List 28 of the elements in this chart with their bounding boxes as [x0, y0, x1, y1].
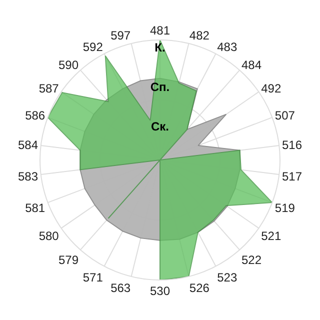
- spoke-label: 587: [38, 81, 60, 96]
- spoke-label: 571: [82, 270, 104, 284]
- spoke-label: 517: [282, 169, 302, 184]
- text: Ск.: [150, 120, 170, 134]
- spoke-label: 584: [18, 138, 38, 152]
- spoke-label: 521: [261, 229, 282, 244]
- spoke-label: 563: [110, 280, 131, 295]
- spoke-label: 492: [261, 81, 282, 96]
- spoke-label: 586: [25, 108, 46, 122]
- spoke-label: 483: [217, 40, 238, 54]
- spoke-label: 526: [189, 280, 210, 295]
- spoke-label: 530: [150, 284, 170, 298]
- spoke-label: 482: [189, 28, 210, 42]
- spoke-label: 580: [38, 229, 60, 244]
- spoke-label: 597: [110, 28, 131, 42]
- spoke-label: 481: [150, 24, 170, 38]
- spoke-label: 523: [217, 270, 238, 284]
- text: Сп.: [150, 80, 170, 94]
- spoke-label: 592: [82, 40, 104, 54]
- spoke-label: 583: [18, 169, 38, 184]
- spoke-label: 522: [242, 252, 262, 267]
- spoke-label: 579: [58, 252, 79, 267]
- spoke-label: 484: [242, 58, 262, 72]
- spoke-label: 590: [58, 58, 79, 72]
- spoke-label: 581: [25, 200, 46, 215]
- spoke-label: 507: [274, 108, 296, 122]
- spoke-label: 519: [274, 200, 296, 215]
- spoke-label: 516: [282, 138, 302, 152]
